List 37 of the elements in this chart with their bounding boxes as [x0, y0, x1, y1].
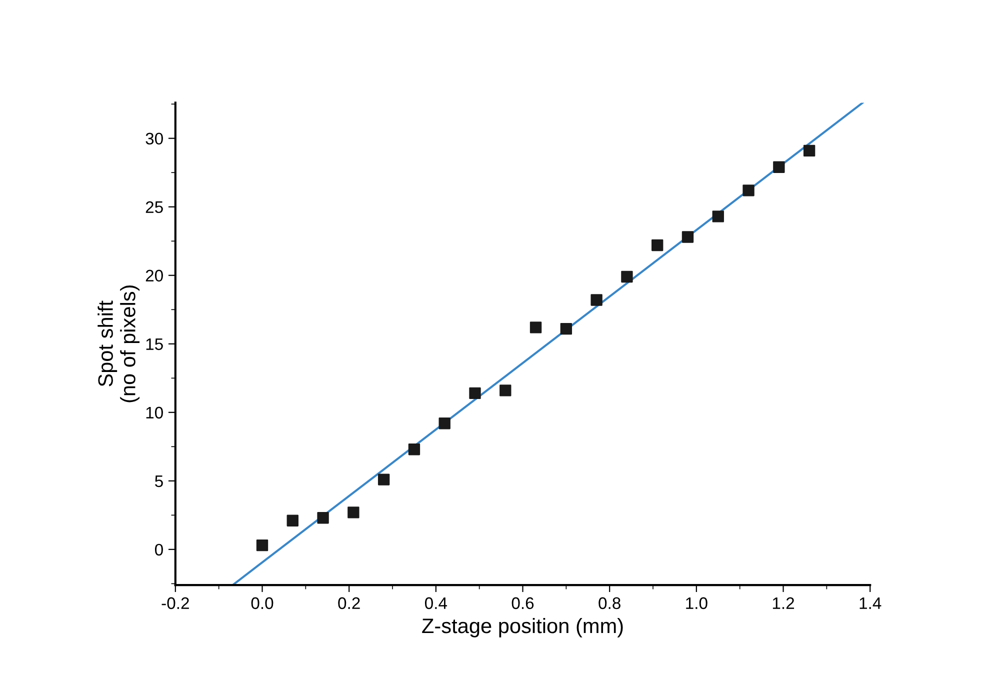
- point: [621, 270, 633, 283]
- point: [438, 418, 450, 430]
- point: [408, 444, 420, 456]
- point: [500, 384, 512, 396]
- y-tick-label: 30: [146, 132, 163, 145]
- x-tick-label: 0.2: [338, 597, 360, 610]
- y-axis-title: Spot shift (no of pixels): [98, 286, 140, 402]
- x-tick-label: 1.2: [772, 597, 794, 609]
- x-tick-label: 0.4: [424, 597, 448, 610]
- point: [590, 294, 602, 306]
- x-tick-label: 1.4: [860, 597, 882, 609]
- point: [469, 387, 481, 400]
- point: [317, 512, 329, 524]
- y-tick-label: 20: [146, 270, 163, 282]
- y-tick-label: 5: [155, 475, 163, 488]
- point: [652, 239, 664, 252]
- x-tick-label: 0.0: [251, 597, 274, 610]
- x-tick-label: 0.8: [598, 597, 620, 610]
- point: [742, 184, 754, 196]
- y-tick-label: 10: [146, 406, 163, 419]
- point: [773, 161, 785, 173]
- point: [530, 322, 542, 334]
- point: [682, 231, 694, 243]
- point: [560, 322, 572, 335]
- point: [712, 210, 724, 222]
- point: [348, 506, 360, 518]
- y-tick-label: 25: [146, 201, 163, 214]
- point: [378, 474, 390, 486]
- x-tick-label: 1.0: [686, 597, 708, 610]
- point: [286, 514, 298, 526]
- x-tick-label: -0.2: [162, 597, 189, 610]
- y-tick-label: 15: [146, 338, 163, 350]
- x-axis-title: Z-stage position (mm): [422, 618, 623, 638]
- x-tick-label: 0.6: [512, 597, 534, 610]
- point: [256, 539, 268, 552]
- point: [803, 144, 816, 157]
- y-tick-label: 0: [154, 544, 163, 556]
